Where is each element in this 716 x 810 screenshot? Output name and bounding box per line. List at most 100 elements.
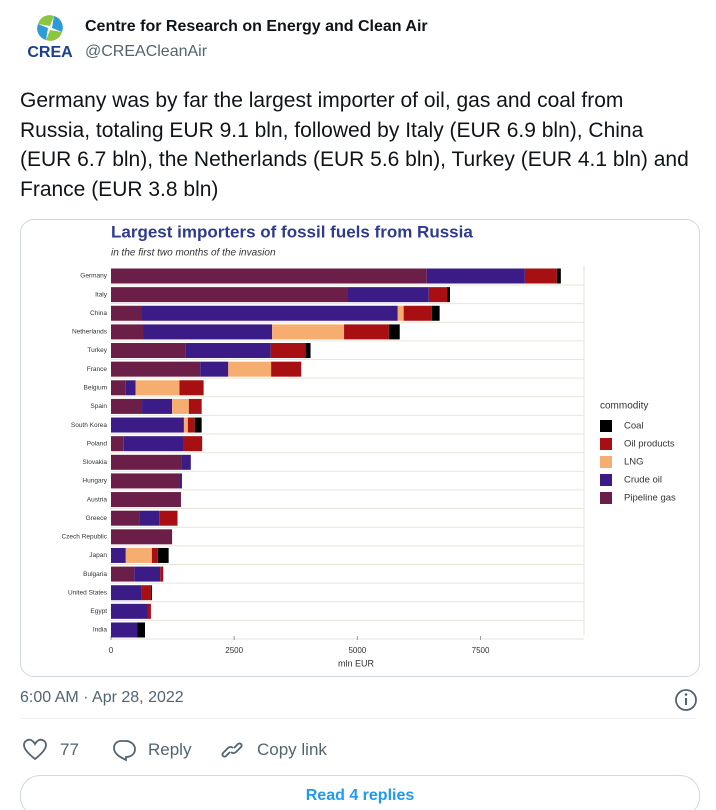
bar-segment <box>188 398 202 414</box>
category-label: Slovakia <box>82 459 107 466</box>
legend-label: Oil products <box>624 439 675 450</box>
bar-segment <box>403 305 432 321</box>
category-label: Netherlands <box>72 329 108 336</box>
bar-segment <box>111 622 138 638</box>
divider <box>20 718 696 719</box>
bar-segment <box>125 380 136 396</box>
bar-segment <box>111 436 124 452</box>
legend-label: LNG <box>624 457 644 468</box>
bar-segment <box>151 547 158 563</box>
legend-title: commodity <box>600 401 648 412</box>
bar-segment <box>157 547 169 563</box>
category-label: South Korea <box>71 422 108 429</box>
bar-segment <box>141 585 151 601</box>
like-count[interactable]: 77 <box>60 740 79 759</box>
category-label: Japan <box>89 552 107 559</box>
bar-segment <box>556 268 561 284</box>
bar-segment <box>111 343 186 359</box>
reply-icon[interactable] <box>111 738 137 762</box>
bar-segment <box>344 324 389 340</box>
bar-segment <box>159 510 178 526</box>
category-label: United States <box>68 589 108 596</box>
legend-swatch <box>600 456 612 468</box>
legend-swatch <box>600 474 612 486</box>
category-label: Bulgaria <box>83 571 107 578</box>
category-label: Greece <box>86 515 108 522</box>
chart: Largest importers of fossil fuels from R… <box>61 222 676 668</box>
bar-segment <box>111 324 144 340</box>
bar-segment <box>388 324 400 340</box>
bar-segment <box>111 529 173 545</box>
bar-segment <box>139 510 160 526</box>
legend-swatch <box>600 420 612 432</box>
legend-label: Coal <box>624 421 644 432</box>
copy-link-button[interactable]: Copy link <box>257 740 327 759</box>
x-tick-label: 7500 <box>472 646 490 655</box>
bar-segment <box>111 454 182 470</box>
like-icon[interactable] <box>22 738 48 762</box>
bar-segment <box>270 343 306 359</box>
bar-segment <box>111 398 143 414</box>
reply-button[interactable]: Reply <box>148 740 192 759</box>
image-card[interactable]: Largest importers of fossil fuels from R… <box>20 219 700 677</box>
bar-segment <box>183 436 203 452</box>
bar-segment <box>123 436 184 452</box>
bar-segment <box>135 380 180 396</box>
bar-segment <box>524 268 557 284</box>
bar-segment <box>183 417 188 433</box>
timestamp[interactable]: 6:00 AM · Apr 28, 2022 <box>20 689 184 706</box>
category-label: Italy <box>95 291 108 298</box>
category-label: Czech Republic <box>61 534 107 541</box>
logo-text: CREA <box>27 44 73 61</box>
read-replies-button[interactable]: Read 4 replies <box>20 775 700 810</box>
bar-segment <box>447 287 450 303</box>
bar-segment <box>179 380 204 396</box>
handle[interactable]: @CREACleanAir <box>85 43 208 60</box>
bar-segment <box>160 566 164 582</box>
bar-segment <box>111 305 142 321</box>
author[interactable]: Centre for Research on Energy and Clean … <box>85 18 428 35</box>
bar-segment <box>111 268 427 284</box>
x-tick-label: 2500 <box>225 646 243 655</box>
logo: CREA <box>27 15 73 61</box>
bar-segment <box>141 305 398 321</box>
legend-swatch <box>600 492 612 504</box>
bar-segment <box>125 547 152 563</box>
bar-segment <box>111 566 135 582</box>
x-tick-label: 0 <box>109 646 114 655</box>
tweet-text: Germany was by far the largest importer … <box>20 89 689 201</box>
bar-segment <box>187 417 195 433</box>
category-label: Egypt <box>90 608 107 615</box>
bar-segment <box>194 417 202 433</box>
bar-segment <box>111 510 140 526</box>
bar-segment <box>272 324 345 340</box>
bar-segment <box>181 454 191 470</box>
x-axis-label: mln EUR <box>338 658 375 668</box>
bar-segment <box>172 398 189 414</box>
bar-segment <box>426 268 525 284</box>
bar-segment <box>305 343 311 359</box>
bar-segment <box>185 343 271 359</box>
category-label: Germany <box>80 273 107 280</box>
bar-segment <box>431 305 440 321</box>
info-icon[interactable] <box>673 687 699 713</box>
bar-segment <box>111 361 201 377</box>
x-tick-label: 5000 <box>348 646 366 655</box>
category-label: Belgium <box>84 384 107 391</box>
category-label: France <box>87 366 108 373</box>
category-label: India <box>93 627 107 634</box>
bar-segment <box>134 566 161 582</box>
link-icon[interactable] <box>219 737 245 763</box>
bar-segment <box>150 585 152 601</box>
category-label: Turkey <box>87 347 107 354</box>
category-label: Hungary <box>82 478 107 485</box>
bar-segment <box>111 473 180 489</box>
bar-segment <box>147 603 151 619</box>
bar-segment <box>111 417 184 433</box>
chart-title: Largest importers of fossil fuels from R… <box>111 222 473 241</box>
legend-label: Pipeline gas <box>624 493 676 504</box>
bar-segment <box>228 361 272 377</box>
bar-segment <box>200 361 229 377</box>
bar-segment <box>179 473 182 489</box>
